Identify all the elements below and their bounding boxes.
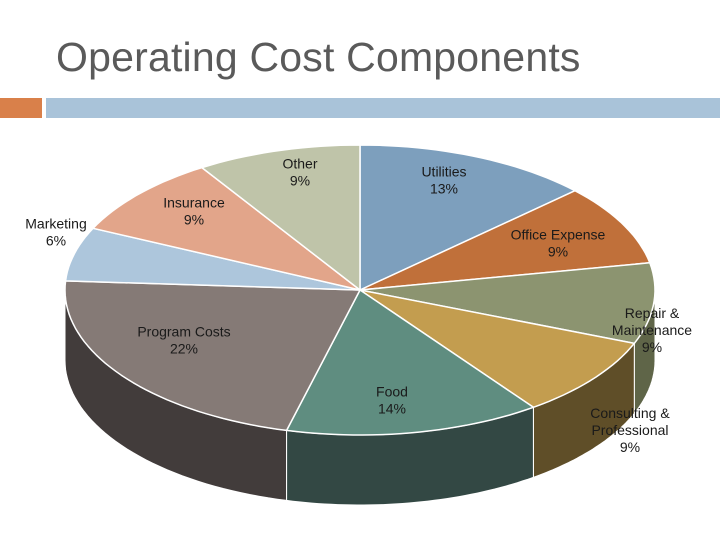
pie-label-line: Maintenance [612,322,692,338]
accent-bar-orange [0,98,42,118]
pie-labels: Utilities 13%Office Expense 9%Repair & Main… [25,156,692,456]
pie-slice-utilities [359,144,576,291]
pie-label-line: Office Expense [511,227,606,243]
pie-slice-other [201,144,361,291]
pie-slice-repair [359,262,656,345]
pie-label-utilities: Utilities 13% [421,164,466,197]
pie-top [64,144,656,436]
pie-label-line: 14% [378,401,406,417]
pie-slice-program-costs [64,280,361,432]
pie-label-line: 9% [548,244,568,260]
pie-label-line: 9% [184,212,204,228]
pie-slice-consulting [359,289,636,409]
pie-label-insurance: Insurance 9% [163,195,225,228]
accent-bar-blue [46,98,720,118]
pie-label-line: Professional [591,422,668,438]
pie-slice-food [285,289,535,436]
pie-label-line: 9% [290,173,310,189]
slide-title: Operating Cost Components [56,34,581,80]
pie-slice-marketing [64,227,361,291]
pie-label-line: Utilities [421,164,466,180]
pie-label-line: 9% [620,439,640,455]
pie-label-line: Insurance [163,195,225,211]
pie-label-office-expense: Office Expense 9% [511,227,606,260]
pie-label-other: Other 9% [282,156,317,189]
pie-label-line: Other [282,156,317,172]
pie-label-line: 9% [642,339,662,355]
pie-label-line: 6% [46,233,66,249]
pie-label-program-costs: Program Costs 22% [137,324,230,357]
pie-label-line: Repair & [625,305,680,321]
pie-label-line: 22% [170,341,198,357]
pie-slice-insurance [92,166,361,291]
pie-label-marketing: Marketing 6% [25,216,86,249]
pie-label-line: Consulting & [590,405,670,421]
pie-label-repair: Repair & Maintenance 9% [612,305,692,355]
pie-label-line: Program Costs [137,324,230,340]
pie-label-line: Food [376,384,408,400]
pie-label-food: Food 14% [376,384,408,417]
pie-label-line: 13% [430,181,458,197]
pie-label-consulting: Consulting & Professional 9% [590,405,670,455]
pie-slice-office-expense [359,189,651,291]
pie-label-line: Marketing [25,216,86,232]
